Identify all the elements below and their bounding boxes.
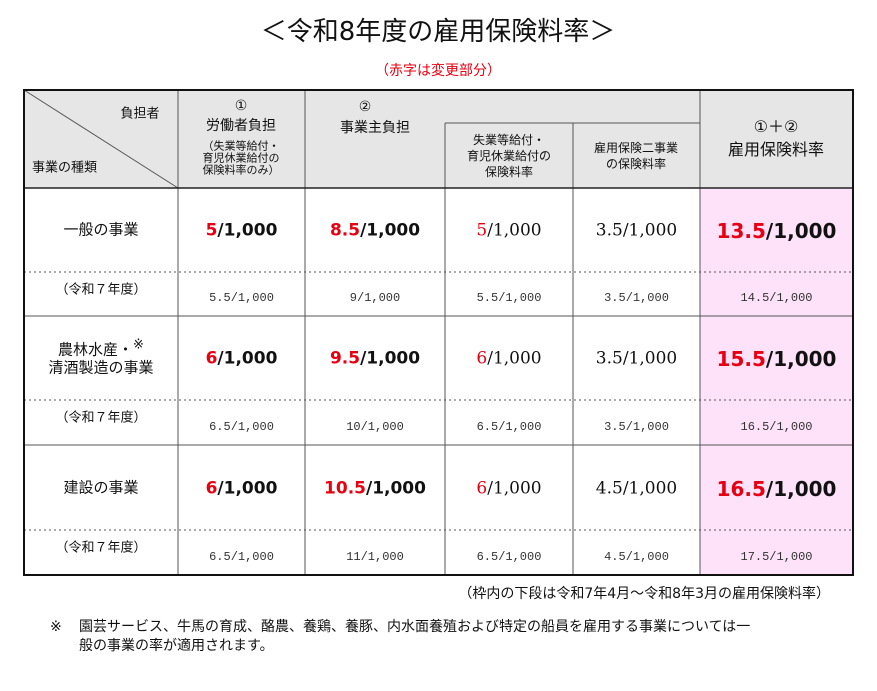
header-text: 事業主負担 bbox=[340, 120, 410, 136]
previous-value: 11/1,000 bbox=[346, 550, 404, 564]
rate-value: 15.5/1,000 bbox=[717, 349, 837, 369]
unchanged-part: /1,000 bbox=[217, 478, 278, 498]
changed-part: 6 bbox=[205, 348, 218, 369]
previous-value: 17.5/1,000 bbox=[740, 550, 813, 564]
header-bg bbox=[24, 90, 853, 188]
changed-part: 6 bbox=[476, 478, 488, 498]
unchanged-part: /1,000 bbox=[487, 348, 542, 369]
changed-part: 5 bbox=[205, 220, 218, 241]
previous-value: 6.5/1,000 bbox=[209, 420, 274, 434]
table-border bbox=[23, 89, 854, 576]
previous-label: （令和７年度） bbox=[55, 410, 147, 426]
changed-part: 15.5 bbox=[716, 347, 766, 371]
corner-top: 負担者 bbox=[120, 106, 160, 122]
previous-value: 5.5/1,000 bbox=[209, 291, 274, 306]
previous-label: （令和７年度） bbox=[55, 540, 147, 556]
previous-value: 3.5/1,000 bbox=[604, 420, 669, 434]
unchanged-part: /1,000 bbox=[765, 476, 837, 501]
note-mark: ※ bbox=[50, 619, 62, 635]
unchanged-part: /1,000 bbox=[487, 220, 542, 241]
rate-value: 4.5/1,000 bbox=[596, 480, 677, 497]
unchanged-part: 4.5/1,000 bbox=[595, 478, 678, 498]
previous-value: 3.5/1,000 bbox=[604, 291, 669, 306]
previous-value: 6.5/1,000 bbox=[209, 550, 274, 564]
previous-value: 5.5/1,000 bbox=[476, 291, 542, 306]
changed-part: 13.5 bbox=[716, 219, 766, 243]
changed-part: 16.5 bbox=[716, 476, 766, 501]
changed-part: 8.5 bbox=[329, 220, 361, 241]
previous-value: 16.5/1,000 bbox=[740, 420, 813, 434]
previous-value: 10/1,000 bbox=[346, 420, 404, 434]
previous-value: 6.5/1,000 bbox=[476, 550, 542, 564]
header-note: （失業等給付・ bbox=[202, 139, 280, 153]
note-text: 般の事業の率が適用されます。 bbox=[79, 638, 274, 654]
subtitle: （赤字は変更部分） bbox=[375, 63, 501, 79]
header-text: ① bbox=[234, 98, 248, 114]
diagonal-line bbox=[23, 89, 179, 189]
header-text: の保険料率 bbox=[605, 157, 667, 171]
row-label: 一般の事業 bbox=[63, 220, 139, 239]
header-text: 失業等給付・ bbox=[472, 133, 546, 147]
unchanged-part: /1,000 bbox=[217, 220, 278, 241]
previous-value: 14.5/1,000 bbox=[740, 291, 813, 306]
previous-value: 9/1,000 bbox=[349, 291, 401, 306]
unchanged-part: /1,000 bbox=[365, 478, 426, 498]
changed-part: 6 bbox=[476, 348, 488, 369]
row-label: 農林水産・※ bbox=[58, 337, 144, 359]
header-text: 雇用保険二事業 bbox=[593, 141, 679, 155]
corner-bottom: 事業の種類 bbox=[32, 160, 98, 176]
changed-part: 6 bbox=[205, 478, 218, 498]
row-label: 清酒製造の事業 bbox=[48, 358, 154, 377]
rate-value: 8.5/1,000 bbox=[329, 220, 421, 241]
rate-value: 13.5/1,000 bbox=[717, 221, 837, 241]
unchanged-part: 3.5/1,000 bbox=[595, 348, 678, 369]
rate-value: 5/1,000 bbox=[476, 220, 542, 241]
header-text: 育児休業給付の bbox=[466, 149, 552, 163]
row-label: 建設の事業 bbox=[63, 478, 139, 496]
previous-value: 6.5/1,000 bbox=[476, 420, 542, 434]
changed-part: 9.5 bbox=[329, 348, 361, 369]
unchanged-part: /1,000 bbox=[360, 348, 421, 369]
header-text: 労働者負担 bbox=[206, 118, 276, 134]
title: ＜令和8年度の雇用保険料率＞ bbox=[260, 17, 616, 47]
header-note: 育児休業給付の bbox=[202, 151, 280, 165]
label-mark: ※ bbox=[133, 337, 144, 353]
changed-part: 5 bbox=[476, 220, 488, 241]
header-text: ② bbox=[358, 99, 372, 115]
unchanged-part: /1,000 bbox=[765, 347, 837, 371]
rate-value: 6/1,000 bbox=[476, 480, 541, 497]
rate-value: 6/1,000 bbox=[476, 348, 542, 369]
unchanged-part: /1,000 bbox=[487, 478, 542, 498]
unchanged-part: 3.5/1,000 bbox=[595, 220, 678, 241]
header-text: ①＋② bbox=[753, 117, 799, 136]
rate-value: 16.5/1,000 bbox=[717, 479, 837, 499]
previous-label: （令和７年度） bbox=[55, 282, 147, 298]
rate-value: 6/1,000 bbox=[206, 480, 278, 497]
header-note: 保険料率のみ） bbox=[202, 163, 280, 177]
rate-value: 9.5/1,000 bbox=[329, 348, 421, 369]
header-text: 保険料率 bbox=[484, 165, 534, 179]
rate-value: 5/1,000 bbox=[205, 220, 278, 241]
note-text: 園芸サービス、牛馬の育成、酪農、養鶏、養豚、内水面養殖および特定の船員を雇用する… bbox=[79, 619, 751, 635]
rate-value: 6/1,000 bbox=[205, 348, 278, 369]
rate-value: 3.5/1,000 bbox=[595, 220, 678, 241]
unchanged-part: /1,000 bbox=[217, 348, 278, 369]
highlight-column bbox=[700, 188, 853, 575]
footnote: （枠内の下段は令和7年4月～令和8年3月の雇用保険料率） bbox=[458, 586, 830, 602]
unchanged-part: /1,000 bbox=[765, 219, 837, 243]
rate-value: 3.5/1,000 bbox=[595, 348, 678, 369]
previous-value: 4.5/1,000 bbox=[604, 550, 669, 564]
unchanged-part: /1,000 bbox=[360, 220, 421, 241]
changed-part: 10.5 bbox=[324, 478, 366, 498]
rate-value: 10.5/1,000 bbox=[324, 480, 426, 497]
header-text: 雇用保険料率 bbox=[727, 140, 825, 159]
